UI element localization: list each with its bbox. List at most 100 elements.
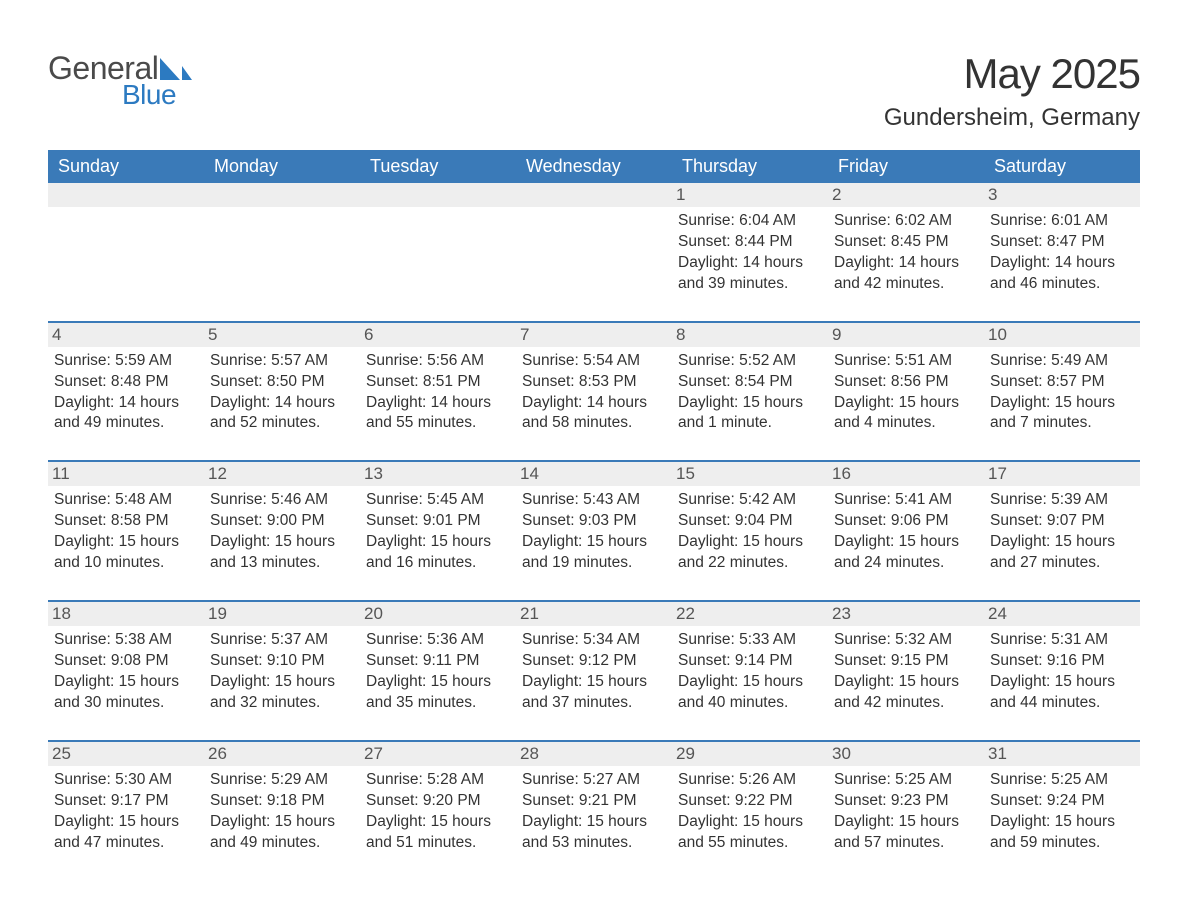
day-number: 21 bbox=[516, 602, 672, 626]
daylight-label: Daylight: bbox=[54, 533, 119, 550]
sunset-label: Sunset: bbox=[522, 512, 579, 529]
daylight-line: Daylight: 15 hours and 4 minutes. bbox=[834, 393, 978, 435]
calendar-row: 4Sunrise: 5:59 AMSunset: 8:48 PMDaylight… bbox=[48, 322, 1140, 462]
day-info: Sunrise: 6:04 AMSunset: 8:44 PMDaylight:… bbox=[676, 211, 822, 295]
weekday-header: Tuesday bbox=[360, 150, 516, 183]
sunrise-label: Sunrise: bbox=[678, 631, 739, 648]
daylight-label: Daylight: bbox=[990, 394, 1055, 411]
day-info: Sunrise: 5:29 AMSunset: 9:18 PMDaylight:… bbox=[208, 770, 354, 854]
sunrise-label: Sunrise: bbox=[54, 631, 115, 648]
sunset-value: 9:22 PM bbox=[735, 792, 793, 809]
calendar-row: 18Sunrise: 5:38 AMSunset: 9:08 PMDayligh… bbox=[48, 601, 1140, 741]
day-number: 8 bbox=[672, 323, 828, 347]
day-info: Sunrise: 5:30 AMSunset: 9:17 PMDaylight:… bbox=[52, 770, 198, 854]
sunset-value: 9:17 PM bbox=[111, 792, 169, 809]
sunrise-label: Sunrise: bbox=[834, 631, 895, 648]
day-cell: 13Sunrise: 5:45 AMSunset: 9:01 PMDayligh… bbox=[360, 461, 516, 601]
day-cell: 25Sunrise: 5:30 AMSunset: 9:17 PMDayligh… bbox=[48, 741, 204, 880]
daylight-line: Daylight: 15 hours and 37 minutes. bbox=[522, 672, 666, 714]
sunrise-value: 5:38 AM bbox=[115, 631, 172, 648]
sunset-line: Sunset: 9:20 PM bbox=[366, 791, 510, 812]
sunset-label: Sunset: bbox=[366, 792, 423, 809]
sunset-label: Sunset: bbox=[834, 233, 891, 250]
sunset-label: Sunset: bbox=[834, 652, 891, 669]
sunrise-value: 5:46 AM bbox=[271, 491, 328, 508]
header: General Blue May 2025 Gundersheim, Germa… bbox=[48, 50, 1140, 132]
sunset-label: Sunset: bbox=[678, 233, 735, 250]
sunset-line: Sunset: 9:10 PM bbox=[210, 651, 354, 672]
day-cell: 21Sunrise: 5:34 AMSunset: 9:12 PMDayligh… bbox=[516, 601, 672, 741]
sunrise-value: 5:27 AM bbox=[583, 771, 640, 788]
day-number: 3 bbox=[984, 183, 1140, 207]
day-cell: 5Sunrise: 5:57 AMSunset: 8:50 PMDaylight… bbox=[204, 322, 360, 462]
sunset-value: 9:18 PM bbox=[267, 792, 325, 809]
sunrise-label: Sunrise: bbox=[678, 212, 739, 229]
sunset-label: Sunset: bbox=[54, 512, 111, 529]
daylight-line: Daylight: 14 hours and 49 minutes. bbox=[54, 393, 198, 435]
day-info: Sunrise: 5:52 AMSunset: 8:54 PMDaylight:… bbox=[676, 351, 822, 435]
sunrise-line: Sunrise: 5:28 AM bbox=[366, 770, 510, 791]
day-cell: 3Sunrise: 6:01 AMSunset: 8:47 PMDaylight… bbox=[984, 183, 1140, 322]
day-info: Sunrise: 5:49 AMSunset: 8:57 PMDaylight:… bbox=[988, 351, 1134, 435]
day-cell: 23Sunrise: 5:32 AMSunset: 9:15 PMDayligh… bbox=[828, 601, 984, 741]
sunrise-value: 5:26 AM bbox=[739, 771, 796, 788]
sunrise-line: Sunrise: 5:57 AM bbox=[210, 351, 354, 372]
sunset-line: Sunset: 9:15 PM bbox=[834, 651, 978, 672]
sunset-label: Sunset: bbox=[834, 792, 891, 809]
day-number: 6 bbox=[360, 323, 516, 347]
sunset-label: Sunset: bbox=[54, 373, 111, 390]
weekday-header: Wednesday bbox=[516, 150, 672, 183]
sunset-value: 9:03 PM bbox=[579, 512, 637, 529]
calendar-row: 1Sunrise: 6:04 AMSunset: 8:44 PMDaylight… bbox=[48, 183, 1140, 322]
sunrise-label: Sunrise: bbox=[834, 352, 895, 369]
day-info: Sunrise: 5:28 AMSunset: 9:20 PMDaylight:… bbox=[364, 770, 510, 854]
sunset-label: Sunset: bbox=[522, 373, 579, 390]
sunset-value: 9:07 PM bbox=[1047, 512, 1105, 529]
sunset-label: Sunset: bbox=[210, 792, 267, 809]
weekday-header: Saturday bbox=[984, 150, 1140, 183]
day-cell: 12Sunrise: 5:46 AMSunset: 9:00 PMDayligh… bbox=[204, 461, 360, 601]
sunset-value: 8:47 PM bbox=[1047, 233, 1105, 250]
sunrise-value: 5:29 AM bbox=[271, 771, 328, 788]
daylight-label: Daylight: bbox=[522, 813, 587, 830]
sunrise-label: Sunrise: bbox=[678, 771, 739, 788]
sunset-line: Sunset: 9:06 PM bbox=[834, 511, 978, 532]
daylight-label: Daylight: bbox=[210, 673, 275, 690]
sunset-value: 9:23 PM bbox=[891, 792, 949, 809]
sunset-value: 9:00 PM bbox=[267, 512, 325, 529]
sunrise-line: Sunrise: 5:33 AM bbox=[678, 630, 822, 651]
day-number: 25 bbox=[48, 742, 204, 766]
sunset-line: Sunset: 9:11 PM bbox=[366, 651, 510, 672]
day-info: Sunrise: 5:59 AMSunset: 8:48 PMDaylight:… bbox=[52, 351, 198, 435]
day-info: Sunrise: 5:31 AMSunset: 9:16 PMDaylight:… bbox=[988, 630, 1134, 714]
sunrise-value: 5:57 AM bbox=[271, 352, 328, 369]
sunrise-value: 5:36 AM bbox=[427, 631, 484, 648]
sunset-label: Sunset: bbox=[366, 373, 423, 390]
sunset-value: 9:06 PM bbox=[891, 512, 949, 529]
sunrise-line: Sunrise: 5:27 AM bbox=[522, 770, 666, 791]
sunrise-line: Sunrise: 5:32 AM bbox=[834, 630, 978, 651]
daylight-line: Daylight: 15 hours and 22 minutes. bbox=[678, 532, 822, 574]
sunrise-label: Sunrise: bbox=[522, 631, 583, 648]
day-number: 18 bbox=[48, 602, 204, 626]
daylight-line: Daylight: 15 hours and 51 minutes. bbox=[366, 812, 510, 854]
day-info: Sunrise: 5:39 AMSunset: 9:07 PMDaylight:… bbox=[988, 490, 1134, 574]
sunrise-label: Sunrise: bbox=[834, 491, 895, 508]
daylight-line: Daylight: 14 hours and 55 minutes. bbox=[366, 393, 510, 435]
sunrise-value: 5:52 AM bbox=[739, 352, 796, 369]
day-number: 7 bbox=[516, 323, 672, 347]
daylight-label: Daylight: bbox=[210, 533, 275, 550]
day-info: Sunrise: 5:51 AMSunset: 8:56 PMDaylight:… bbox=[832, 351, 978, 435]
sunrise-label: Sunrise: bbox=[522, 491, 583, 508]
day-cell: 4Sunrise: 5:59 AMSunset: 8:48 PMDaylight… bbox=[48, 322, 204, 462]
calendar-row: 25Sunrise: 5:30 AMSunset: 9:17 PMDayligh… bbox=[48, 741, 1140, 880]
daylight-line: Daylight: 15 hours and 32 minutes. bbox=[210, 672, 354, 714]
daylight-line: Daylight: 15 hours and 1 minute. bbox=[678, 393, 822, 435]
daylight-label: Daylight: bbox=[54, 813, 119, 830]
day-number: 23 bbox=[828, 602, 984, 626]
sunrise-label: Sunrise: bbox=[366, 631, 427, 648]
sunset-line: Sunset: 9:18 PM bbox=[210, 791, 354, 812]
sunset-value: 8:50 PM bbox=[267, 373, 325, 390]
sunrise-line: Sunrise: 6:02 AM bbox=[834, 211, 978, 232]
day-number: 2 bbox=[828, 183, 984, 207]
